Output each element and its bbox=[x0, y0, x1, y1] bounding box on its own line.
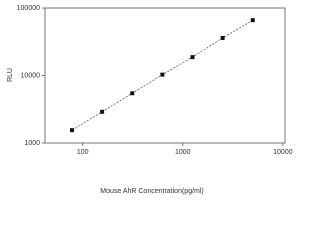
point bbox=[220, 35, 225, 40]
x-tick-label: 10000 bbox=[273, 149, 293, 156]
point bbox=[160, 72, 165, 77]
x-axis-label: Mouse AhR Concentration(pg/ml) bbox=[100, 188, 204, 195]
point bbox=[130, 91, 135, 96]
point bbox=[190, 55, 195, 60]
point bbox=[250, 18, 255, 23]
y-axis-label: RLU bbox=[7, 68, 14, 82]
chart: Mouse AhR Concentration(pg/ml) RLU 100 10… bbox=[7, 5, 293, 195]
x-tick-label: 100 bbox=[77, 149, 89, 156]
y-tick-label: 10000 bbox=[21, 72, 41, 79]
plot-frame bbox=[44, 7, 286, 144]
x-tick-label: 1000 bbox=[175, 149, 191, 156]
point bbox=[100, 109, 105, 114]
point bbox=[69, 128, 74, 133]
y-tick-label: 1000 bbox=[24, 140, 40, 147]
y-tick-label: 100000 bbox=[17, 5, 40, 12]
